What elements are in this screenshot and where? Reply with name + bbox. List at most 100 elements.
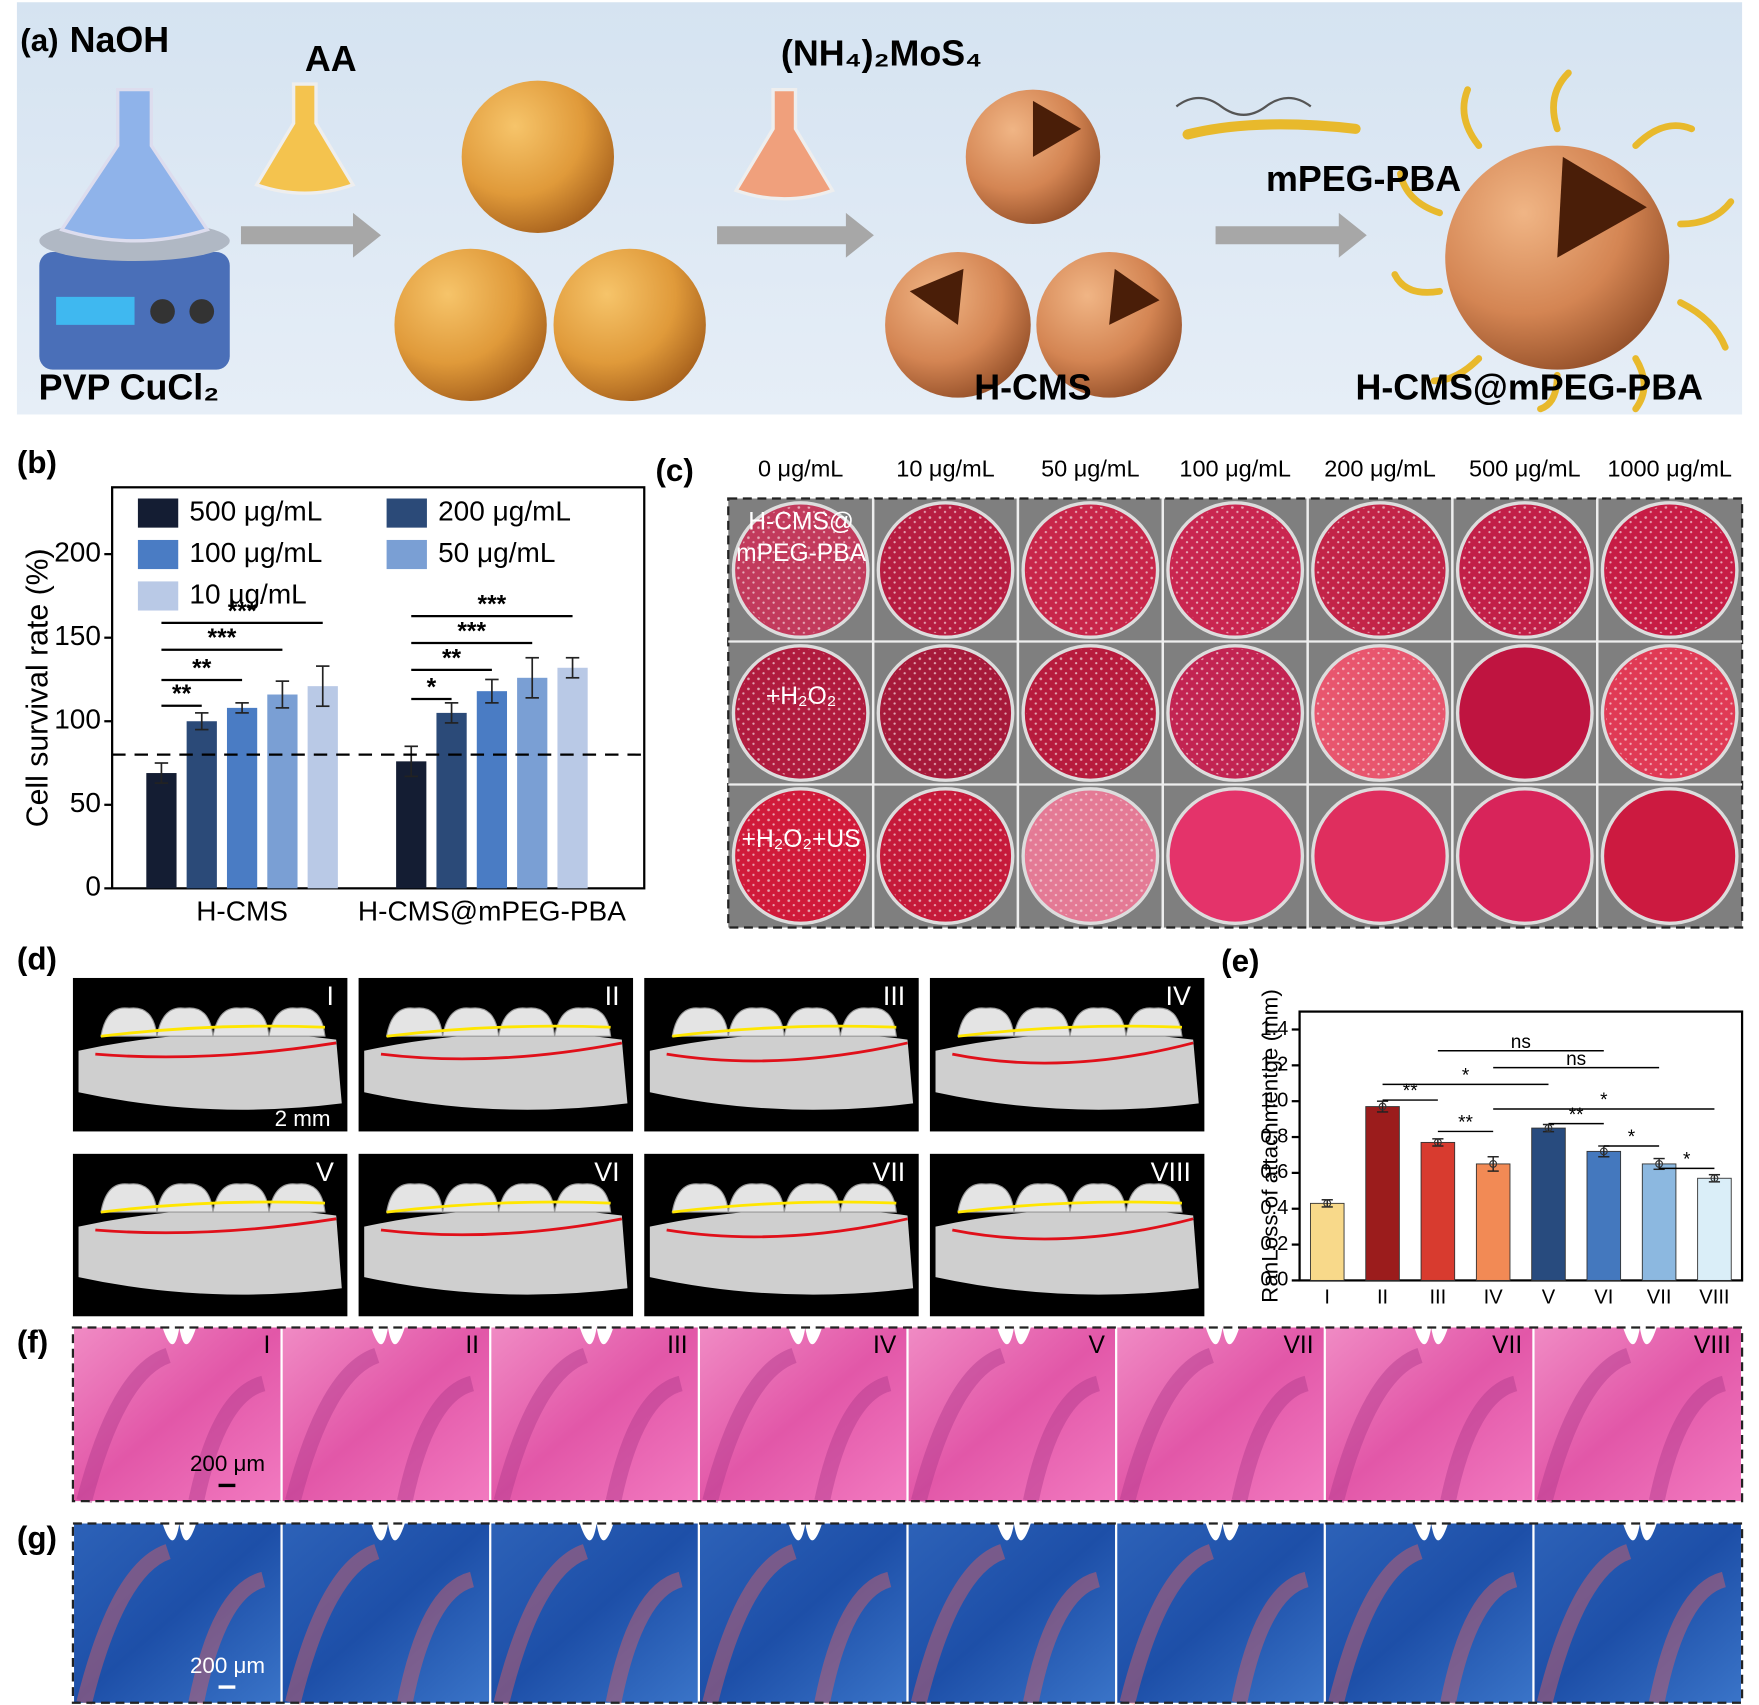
significance-label: *** <box>228 598 257 625</box>
row-label: mPEG-PBA <box>736 540 867 567</box>
group-label: VII <box>1492 1332 1522 1359</box>
data-point <box>1599 1147 1608 1156</box>
bar <box>1309 1202 1345 1281</box>
significance-label: ** <box>172 681 192 708</box>
bar <box>1531 1127 1566 1281</box>
jaw-bone <box>935 1209 1199 1295</box>
x-tick-label: II <box>1377 1287 1388 1309</box>
cej-line <box>100 1024 326 1038</box>
y-tick-label: 1.2 <box>1260 1054 1288 1076</box>
tissue-structure <box>1537 1348 1727 1504</box>
colonies <box>1605 506 1734 634</box>
flask <box>254 82 356 195</box>
y-axis-label: Cell survival rate (%) <box>21 548 54 827</box>
tooth-gap <box>579 1327 614 1345</box>
colonies <box>881 792 1010 920</box>
significance-label: ** <box>1458 1113 1473 1134</box>
colonies <box>1026 649 1155 777</box>
tooth <box>100 1007 158 1037</box>
histology-image <box>1117 1523 1324 1703</box>
cej-line <box>100 1200 326 1214</box>
row-label: +H₂O₂ <box>766 683 836 710</box>
tooth-gap <box>1205 1327 1240 1345</box>
legend-swatch <box>137 498 179 528</box>
tissue-structure <box>702 1348 892 1504</box>
cej-line <box>957 1024 1183 1038</box>
reagent: (NH₄)₂MoS₄ <box>781 33 982 73</box>
functionalized-sphere <box>1445 145 1670 370</box>
panel-border <box>71 1522 1744 1704</box>
sphere <box>553 248 706 402</box>
tissue-structure <box>1119 1348 1310 1504</box>
y-tick-label: 0.2 <box>1260 1233 1288 1255</box>
agar-plate <box>1166 787 1305 925</box>
significance-label: *** <box>208 625 237 652</box>
legend-swatch <box>137 581 179 611</box>
tissue-structure <box>76 1544 266 1705</box>
bone-crest-line <box>380 1217 623 1237</box>
product-name: H-CMS <box>974 367 1091 407</box>
group-label: IV <box>873 1332 897 1359</box>
bar <box>1697 1177 1732 1281</box>
histology-image <box>1534 1523 1741 1703</box>
y-tick-label: 50 <box>70 787 101 818</box>
legend-label: 100 μg/mL <box>189 537 322 568</box>
bone-crest-line <box>666 1217 908 1239</box>
x-tick-label: VI <box>1594 1287 1613 1309</box>
group-label: IV <box>1166 981 1191 1011</box>
column-header: 10 μg/mL <box>896 456 995 482</box>
group-label: III <box>667 1332 688 1359</box>
column-header: 200 μg/mL <box>1324 456 1436 482</box>
tissue-structure <box>702 1544 892 1705</box>
panel-border <box>71 1326 1744 1503</box>
agar-plate <box>1455 644 1594 782</box>
tissue-structure <box>493 1348 684 1504</box>
bone-crest-line <box>95 1217 337 1235</box>
group-label: I <box>326 981 333 1011</box>
x-tick-label: IV <box>1484 1287 1504 1309</box>
tissue-structure <box>493 1544 684 1705</box>
colonies <box>881 649 1010 777</box>
tooth <box>671 1007 729 1037</box>
x-tick-label: H-CMS <box>196 895 288 926</box>
colonies <box>1171 506 1300 634</box>
tooth-gap <box>1623 1327 1657 1345</box>
histology-image <box>908 1523 1116 1703</box>
significance-label: * <box>1683 1150 1691 1171</box>
scale-bar-label: 200 μm <box>190 1451 265 1476</box>
knob <box>150 299 175 324</box>
sphere <box>394 248 547 402</box>
scale-bar-label: 200 μm <box>190 1653 265 1678</box>
sphere <box>461 80 615 234</box>
group-label: I <box>264 1332 271 1359</box>
tooth <box>957 1183 1015 1213</box>
legend-swatch <box>386 498 427 528</box>
bar <box>1641 1163 1677 1281</box>
bone-crest-line <box>666 1041 908 1063</box>
row-label: H-CMS@ <box>748 509 854 536</box>
significance-label: ** <box>192 655 212 682</box>
plot-frame <box>1298 1010 1744 1282</box>
colonies <box>1026 792 1155 920</box>
jaw-bone <box>364 1209 628 1295</box>
reagent: NaOH <box>70 20 170 60</box>
histology-image <box>282 1327 490 1502</box>
colonies <box>1605 649 1734 777</box>
reagent: AA <box>305 39 357 79</box>
data-point <box>1433 1138 1442 1147</box>
scale-bar-label: 2 mm <box>275 1106 331 1131</box>
legend-swatch <box>386 539 427 570</box>
data-point <box>1655 1160 1664 1168</box>
colonies <box>881 506 1010 634</box>
panel-label: (c) <box>655 453 693 488</box>
agar-plate <box>1455 787 1594 925</box>
bar <box>186 721 217 889</box>
significance-label: ** <box>442 645 462 672</box>
product-name: H-CMS@mPEG-PBA <box>1356 367 1703 407</box>
column-header: 1000 μg/mL <box>1607 456 1732 482</box>
panel-label: (g) <box>17 1521 57 1556</box>
tooth-gap <box>371 1523 405 1541</box>
bar <box>307 686 338 889</box>
significance-label: ns <box>1566 1049 1586 1070</box>
